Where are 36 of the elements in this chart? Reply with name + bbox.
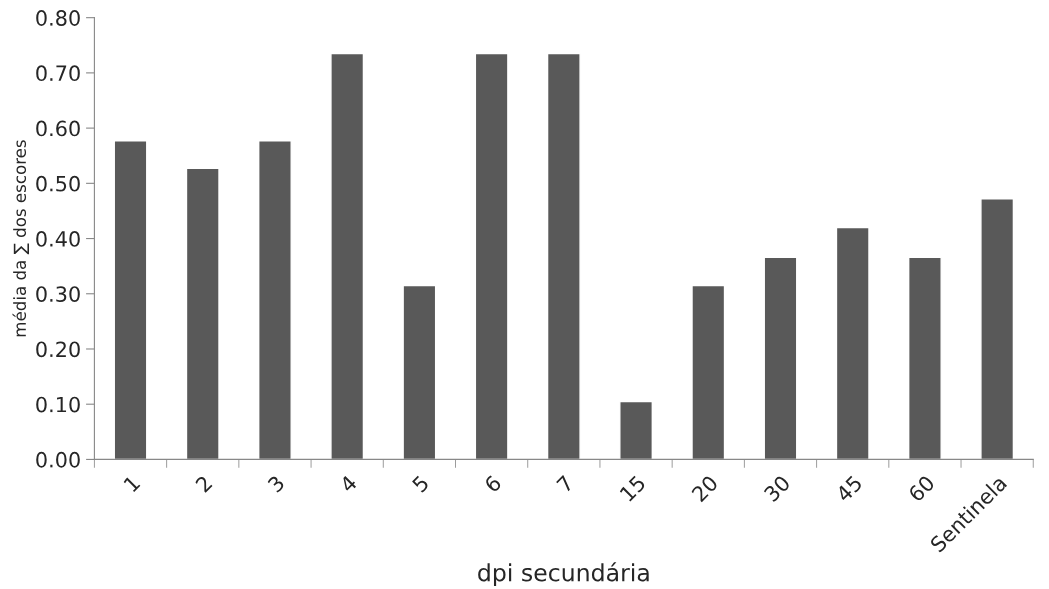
- x-tick-label: 4: [338, 474, 358, 494]
- x-axis-title: dpi secundária: [478, 562, 649, 587]
- bar: [691, 284, 726, 460]
- y-axis-title: média da ∑ dos escores: [12, 140, 30, 337]
- bar: [980, 198, 1015, 460]
- y-tick-label: 0.60: [36, 120, 80, 137]
- x-tick-label: 30: [763, 474, 791, 503]
- y-tick-label: 0.80: [36, 10, 80, 26]
- bar: [474, 52, 509, 460]
- x-tick-label: 45: [835, 475, 863, 503]
- y-tick-label: 0.50: [36, 175, 80, 192]
- x-tick-label: 3: [266, 474, 286, 493]
- bar: [619, 400, 654, 460]
- y-tick-label: 0.40: [36, 231, 80, 247]
- x-tick-label: 15: [619, 475, 647, 502]
- bar: [546, 52, 581, 460]
- y-tick-label: 0.10: [36, 396, 80, 413]
- x-tick-label: 20: [690, 474, 719, 503]
- bar: [185, 167, 220, 460]
- bar: [835, 226, 870, 460]
- bar: [763, 256, 798, 460]
- bar: [907, 256, 942, 460]
- x-tick-label: 1: [123, 475, 141, 493]
- x-tick-label: 5: [411, 475, 430, 493]
- y-tick-label: 0.70: [36, 65, 80, 82]
- x-tick-label: 60: [907, 474, 936, 503]
- y-tick-label: 0.30: [36, 286, 80, 302]
- bar: [402, 284, 437, 460]
- y-tick-label: 0.20: [36, 341, 80, 358]
- x-tick-label: 6: [483, 474, 503, 494]
- bar: [330, 52, 365, 460]
- bar: [258, 140, 292, 460]
- x-tick-label: 2: [194, 475, 213, 493]
- bar: [113, 140, 148, 460]
- x-tick-label: 7: [556, 475, 574, 493]
- y-tick-label: 0.00: [36, 451, 80, 468]
